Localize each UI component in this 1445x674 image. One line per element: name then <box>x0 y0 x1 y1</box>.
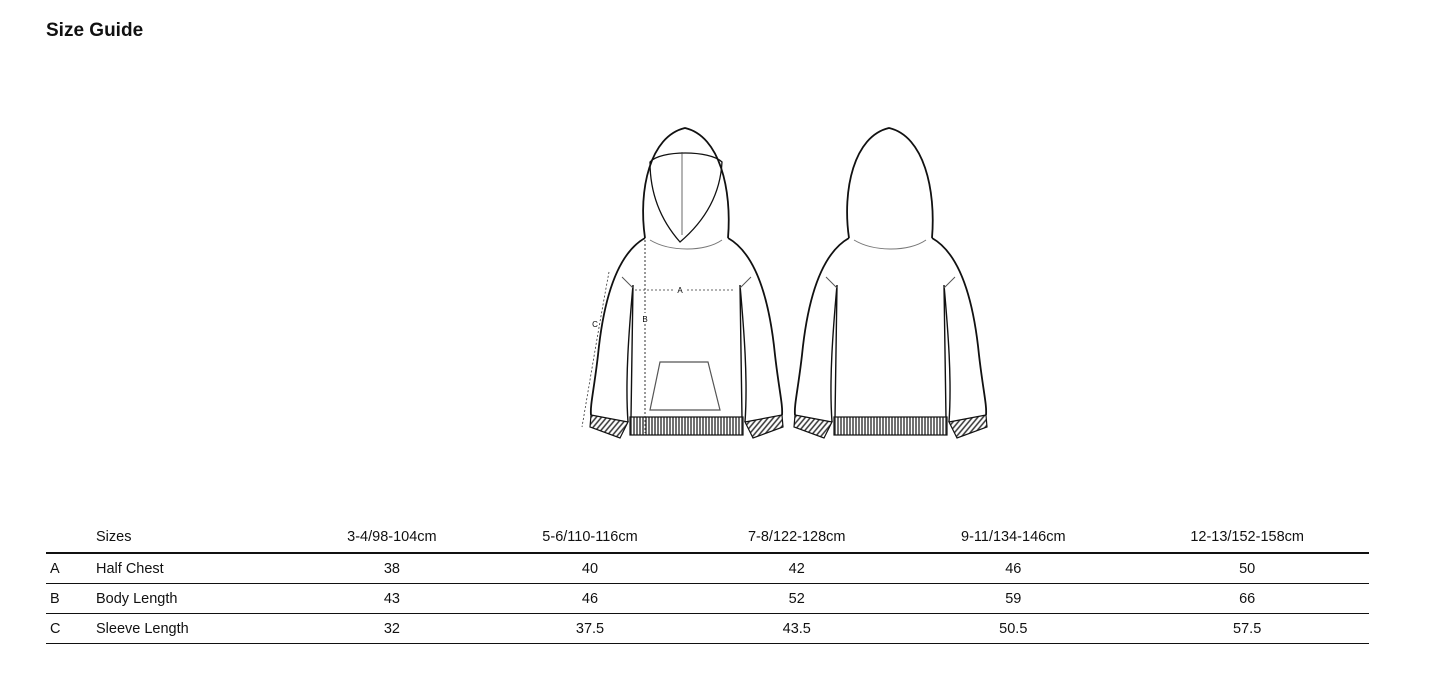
hoodie-back <box>793 127 988 439</box>
table-header-row: Sizes 3-4/98-104cm 5-6/110-116cm 7-8/122… <box>46 522 1369 554</box>
row-key: B <box>46 583 96 614</box>
measure-c-label: C <box>592 320 598 329</box>
page-title: Size Guide <box>46 20 144 41</box>
header-size: 7-8/122-128cm <box>692 522 902 554</box>
header-sizes: Sizes <box>96 522 296 554</box>
row-label: Sleeve Length <box>96 613 296 644</box>
cell-value: 32 <box>296 613 488 644</box>
cell-value: 43.5 <box>692 613 902 644</box>
cell-value: 43 <box>296 583 488 614</box>
header-key <box>46 522 96 554</box>
cell-value: 38 <box>296 553 488 584</box>
cell-value: 40 <box>487 553 693 584</box>
header-size: 3-4/98-104cm <box>296 522 488 554</box>
size-table: Sizes 3-4/98-104cm 5-6/110-116cm 7-8/122… <box>46 522 1369 644</box>
cell-value: 46 <box>487 583 693 614</box>
cell-value: 52 <box>692 583 902 614</box>
measure-a-label: A <box>677 286 683 295</box>
cell-value: 50.5 <box>901 613 1126 644</box>
header-size: 5-6/110-116cm <box>487 522 693 554</box>
measure-b-label: B <box>642 315 647 324</box>
cell-value: 37.5 <box>487 613 693 644</box>
table-row: B Body Length 43 46 52 59 66 <box>46 583 1369 614</box>
header-size: 9-11/134-146cm <box>901 522 1126 554</box>
cell-value: 59 <box>901 583 1126 614</box>
row-key: C <box>46 613 96 644</box>
header-size: 12-13/152-158cm <box>1125 522 1369 554</box>
row-label: Half Chest <box>96 553 296 584</box>
cell-value: 42 <box>692 553 902 584</box>
hoodie-front: A B C <box>581 127 784 439</box>
cell-value: 50 <box>1125 553 1369 584</box>
table-row: C Sleeve Length 32 37.5 43.5 50.5 57.5 <box>46 613 1369 644</box>
cell-value: 57.5 <box>1125 613 1369 644</box>
table-row: A Half Chest 38 40 42 46 50 <box>46 553 1369 584</box>
cell-value: 46 <box>901 553 1126 584</box>
measure-c-line <box>581 271 610 428</box>
row-key: A <box>46 553 96 584</box>
cell-value: 66 <box>1125 583 1369 614</box>
row-label: Body Length <box>96 583 296 614</box>
